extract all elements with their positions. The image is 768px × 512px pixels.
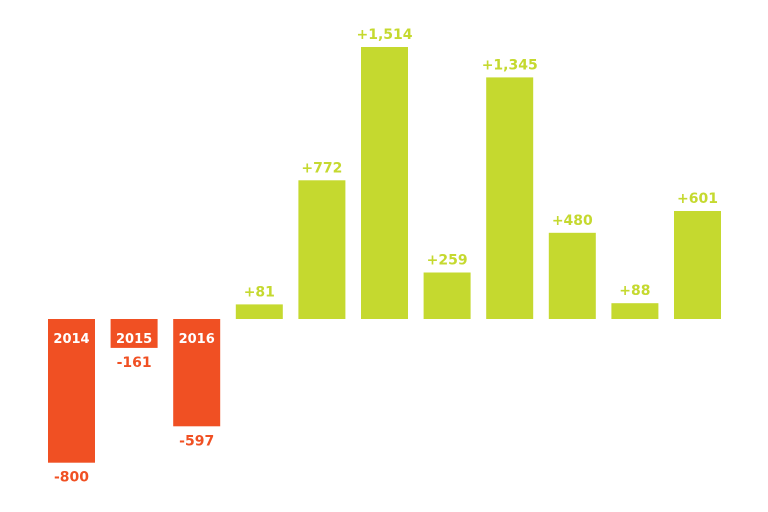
category-label-2: 2016	[179, 332, 215, 347]
category-label-0: 2014	[53, 332, 89, 347]
bars-layer	[48, 47, 721, 463]
bar-3	[235, 304, 283, 319]
value-label-2: -597	[179, 433, 214, 449]
bar-9	[611, 303, 659, 319]
bar-8	[548, 232, 596, 319]
bar-1	[110, 319, 158, 348]
value-label-1: -161	[117, 355, 152, 371]
value-label-4: +772	[301, 160, 342, 176]
value-label-5: +1,514	[356, 27, 412, 43]
bar-7	[486, 77, 534, 320]
bar-0	[48, 319, 95, 463]
value-label-0: -800	[54, 470, 89, 486]
value-label-7: +1,345	[482, 57, 538, 73]
value-label-3: +81	[244, 284, 275, 300]
bar-6	[423, 272, 471, 319]
category-label-1: 2015	[116, 332, 152, 347]
bar-2	[173, 319, 221, 427]
value-label-6: +259	[427, 253, 468, 269]
bar-5	[361, 47, 408, 319]
bar-4	[298, 180, 346, 319]
labels-layer: -800 2014 -161 2015 -597 2016 +81 +772 +1,514 +25…	[53, 27, 718, 486]
value-label-9: +88	[619, 283, 650, 299]
bar-10	[674, 211, 721, 319]
value-label-10: +601	[677, 191, 718, 207]
value-label-8: +480	[552, 213, 593, 229]
